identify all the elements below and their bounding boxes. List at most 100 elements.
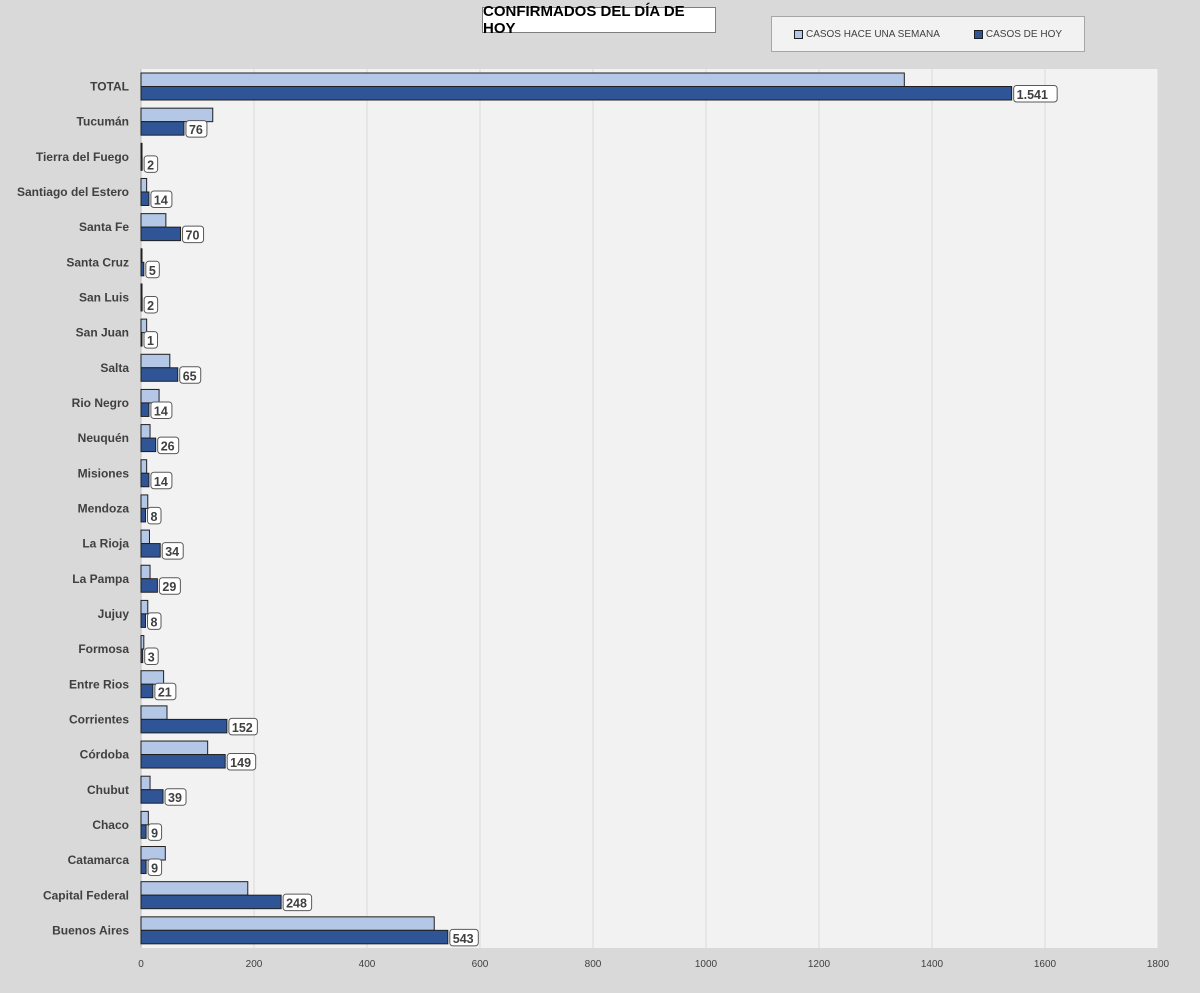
category-label: La Pampa <box>72 572 129 586</box>
x-tick-label: 1200 <box>808 959 831 970</box>
category-label: Tucumán <box>77 115 129 129</box>
data-label-box <box>145 260 160 279</box>
bar-prev-week <box>140 740 209 756</box>
x-tick-label: 1000 <box>695 959 718 970</box>
data-label: 8 <box>151 510 158 524</box>
data-label-box <box>179 366 202 384</box>
category-label: La Rioja <box>82 537 129 551</box>
category-label: Tierra del Fuego <box>36 150 129 164</box>
bar-today <box>140 367 179 382</box>
category-label: Salta <box>100 361 129 375</box>
x-tick-label: 1400 <box>921 959 944 970</box>
category-label: Jujuy <box>98 607 130 621</box>
data-label: 9 <box>151 862 158 876</box>
data-label-box <box>143 331 158 349</box>
data-label: 26 <box>161 440 175 454</box>
category-label: Formosa <box>78 642 129 656</box>
bar-prev-week <box>140 775 151 791</box>
plot-background <box>141 69 1158 948</box>
x-tick-label: 400 <box>359 959 376 970</box>
data-label: 543 <box>453 932 474 946</box>
category-label: Mendoza <box>78 502 130 516</box>
data-label: 39 <box>168 791 182 805</box>
data-label-box <box>185 120 208 138</box>
x-tick-label: 0 <box>138 959 144 970</box>
bar-prev-week <box>140 424 151 439</box>
data-label: 1.541 <box>1017 88 1048 102</box>
data-label-box <box>144 647 159 666</box>
bar-today <box>140 824 147 839</box>
x-tick-label: 600 <box>472 959 489 970</box>
data-label: 149 <box>230 756 251 770</box>
bar-prev-week <box>140 353 171 369</box>
category-label: Catamarca <box>68 853 130 867</box>
data-label-box <box>226 753 257 771</box>
data-label-box <box>147 506 162 525</box>
category-label: Rio Negro <box>72 396 129 410</box>
data-label-box <box>449 928 479 947</box>
bar-today <box>140 296 143 312</box>
bar-prev-week <box>140 318 148 334</box>
bar-today <box>140 156 143 171</box>
bar-prev-week <box>140 705 168 720</box>
data-label-box <box>147 612 162 630</box>
data-label-box <box>147 858 163 877</box>
data-label: 5 <box>149 264 156 278</box>
category-label: TOTAL <box>90 80 129 94</box>
category-label: Chaco <box>92 818 129 832</box>
bar-today <box>140 121 185 136</box>
bar-today <box>140 683 154 699</box>
bar-today <box>140 543 161 558</box>
data-label: 21 <box>158 686 172 700</box>
category-label: Santiago del Estero <box>17 185 129 199</box>
data-label-box <box>182 225 205 244</box>
bar-today <box>140 859 147 875</box>
bar-prev-week <box>140 494 149 509</box>
bar-prev-week <box>140 846 166 861</box>
category-label: San Luis <box>79 291 129 305</box>
category-label: Buenos Aires <box>52 923 129 937</box>
data-label: 152 <box>232 721 253 735</box>
data-label-box <box>161 542 184 560</box>
bar-prev-week <box>140 459 148 474</box>
bar-prev-week <box>140 599 149 615</box>
bar-today <box>140 472 150 488</box>
data-label: 70 <box>186 229 200 243</box>
legend-swatch-today <box>973 29 983 39</box>
bar-today <box>140 754 226 769</box>
bar-prev-week <box>140 213 167 228</box>
data-label-box <box>228 717 258 736</box>
legend-label-today: CASOS DE HOY <box>985 28 1063 40</box>
bar-prev-week <box>140 670 165 685</box>
bar-today <box>140 86 1013 101</box>
bar-prev-week <box>140 810 149 826</box>
bar-prev-week <box>140 916 435 931</box>
category-label: Chubut <box>87 783 129 797</box>
data-label: 14 <box>154 404 168 418</box>
legend: CASOS HACE UNA SEMANA CASOS DE HOY <box>771 16 1085 52</box>
category-label: Santa Fe <box>79 220 129 234</box>
bar-prev-week <box>140 564 151 580</box>
bar-today <box>140 437 157 453</box>
bar-prev-week <box>140 388 160 404</box>
legend-label-prev-week: CASOS HACE UNA SEMANA <box>805 28 940 40</box>
data-label: 14 <box>154 193 168 207</box>
bar-today <box>140 226 182 242</box>
bar-prev-week <box>140 881 249 896</box>
legend-item-prev-week: CASOS HACE UNA SEMANA <box>793 28 940 40</box>
data-label-box <box>150 401 173 419</box>
x-tick-label: 1600 <box>1034 959 1057 970</box>
data-label: 34 <box>165 545 179 559</box>
data-label-box <box>147 823 163 841</box>
category-label: Corrientes <box>69 712 129 726</box>
bar-today <box>140 789 164 804</box>
legend-item-today: CASOS DE HOY <box>973 28 1063 40</box>
data-label-box <box>150 190 173 208</box>
data-label: 14 <box>154 475 168 489</box>
bar-today <box>140 648 144 664</box>
category-label: Capital Federal <box>43 888 129 902</box>
data-label: 76 <box>189 123 203 137</box>
bar-prev-week <box>140 72 905 87</box>
data-label: 248 <box>286 897 307 911</box>
